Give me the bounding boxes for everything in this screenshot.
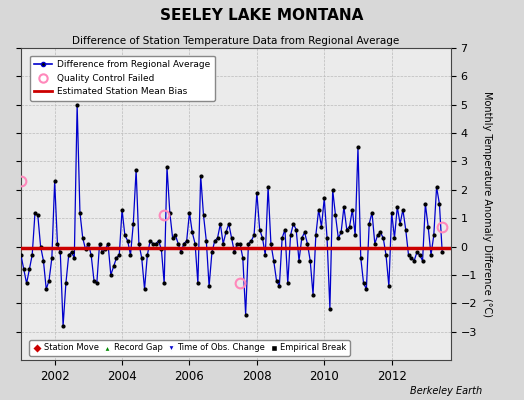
Text: SEELEY LAKE MONTANA: SEELEY LAKE MONTANA bbox=[160, 8, 364, 23]
Text: Berkeley Earth: Berkeley Earth bbox=[410, 386, 482, 396]
Title: Difference of Station Temperature Data from Regional Average: Difference of Station Temperature Data f… bbox=[72, 36, 399, 46]
Y-axis label: Monthly Temperature Anomaly Difference (°C): Monthly Temperature Anomaly Difference (… bbox=[483, 91, 493, 317]
Legend: Station Move, Record Gap, Time of Obs. Change, Empirical Break: Station Move, Record Gap, Time of Obs. C… bbox=[29, 340, 350, 356]
